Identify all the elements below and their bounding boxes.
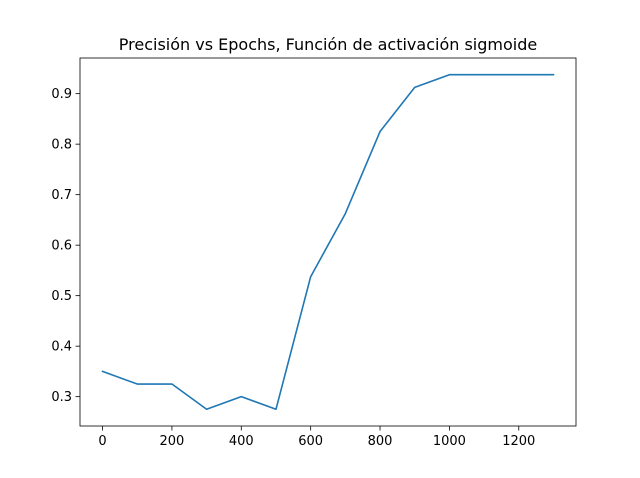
x-tick-label: 600 [298,434,323,449]
series-line-0 [101,73,555,411]
plot-frame [79,57,577,427]
y-tick-label: 0.3 [51,390,72,405]
x-tick-label: 800 [368,434,393,449]
y-tick-label: 0.6 [51,239,72,254]
x-tick-label: 400 [229,434,254,449]
axes: 0 200 400 600 800 1000 1200 0.3 0.4 0.5 0.6 0.7 0.8 0… [51,57,577,449]
x-tick-label: 1200 [502,434,535,449]
x-tick-label: 1000 [433,434,466,449]
y-tick-label: 0.5 [51,289,72,304]
chart-title: Precisión vs Epochs, Función de activaci… [119,35,537,54]
series-layer [101,73,555,411]
x-tick-label: 200 [160,434,185,449]
y-tick-label: 0.9 [51,87,72,102]
y-tick-label: 0.8 [51,138,72,153]
x-tick-label: 0 [98,434,106,449]
y-tick-label: 0.7 [51,188,72,203]
y-tick-label: 0.4 [51,340,72,355]
